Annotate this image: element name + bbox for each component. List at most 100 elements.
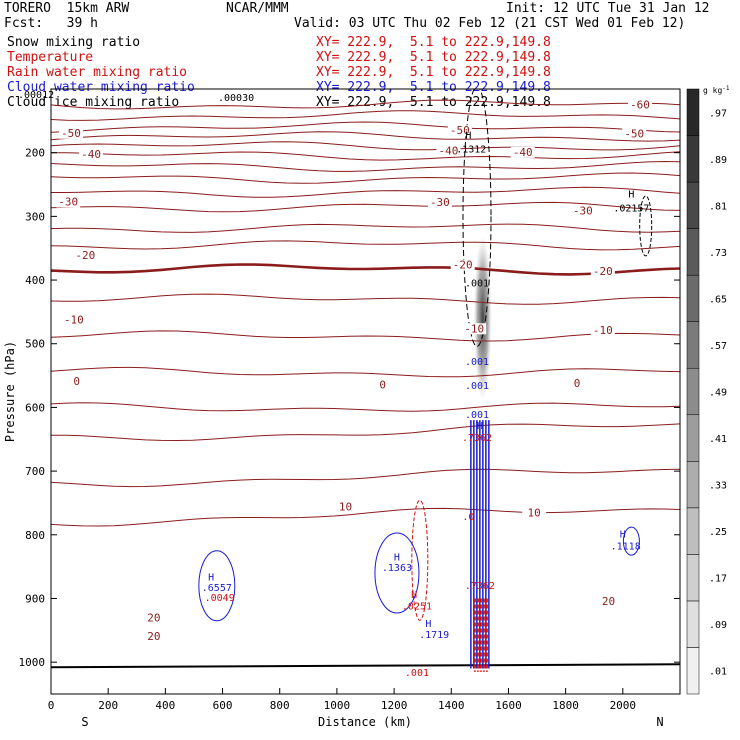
isotherm-line <box>51 201 680 213</box>
colorbar-swatch <box>686 274 700 322</box>
colorbar-swatch <box>686 414 700 462</box>
isotherm-label: -20 <box>453 259 473 272</box>
rain-contour <box>411 499 429 621</box>
colorbar-swatch <box>686 461 700 509</box>
field-cloudwater-xy: XY= 222.9, 5.1 to 222.9,149.8 <box>316 80 551 95</box>
colorbar-level-label: .17 <box>709 574 727 585</box>
maximum-label: .001 <box>465 357 489 368</box>
maximum-label: H <box>394 552 400 563</box>
isotherm-line <box>51 240 680 251</box>
isotherm-label-bg <box>462 323 487 335</box>
isotherm-label: -30 <box>573 204 593 217</box>
cloud-water-contour <box>622 526 640 556</box>
y-tick-label: 300 <box>25 210 45 223</box>
colorbar-level-label: .57 <box>709 341 727 352</box>
maximum-label: .001 <box>405 668 429 679</box>
x-tick-label: 2000 <box>610 699 637 712</box>
valid-time: Valid: 03 UTC Thu 02 Feb 12 (21 CST Wed … <box>294 16 686 31</box>
isotherm-line <box>51 99 680 110</box>
maximum-label: .1312 <box>456 145 486 156</box>
isotherm-label-bg <box>565 378 590 390</box>
overlap-label-2: .00030 <box>218 93 255 104</box>
isotherm-label: -50 <box>624 127 644 140</box>
isotherm-line <box>51 186 680 198</box>
maximum-label: H <box>620 529 626 540</box>
maximum-label: .0 <box>462 512 474 523</box>
isotherm-line <box>51 402 680 412</box>
cloud-water-contour <box>374 532 420 614</box>
x-tick-label: 1800 <box>552 699 579 712</box>
isotherm-label: -50 <box>61 127 81 140</box>
colorbar-swatch <box>686 367 700 416</box>
colorbar-swatch <box>686 647 700 695</box>
isotherm-line <box>51 110 680 121</box>
cloud-water-contour <box>198 550 236 622</box>
isotherm-line <box>51 263 680 276</box>
isotherm-label-bg <box>61 314 86 326</box>
colorbar-level-label: .49 <box>709 388 727 399</box>
isotherm-label: 10 <box>339 501 352 514</box>
colorbar-unit-exponent: -1 <box>722 85 730 92</box>
isotherm-line <box>51 172 680 184</box>
isotherm-label: -40 <box>438 145 458 158</box>
y-tick-label: 1000 <box>19 656 46 669</box>
field-rain-name: Rain water mixing ratio <box>7 65 188 80</box>
isotherm-label: 10 <box>528 506 541 519</box>
isotherm-line <box>51 330 680 342</box>
x-axis-title: Distance (km) <box>318 715 412 729</box>
isotherm-label: 20 <box>602 595 615 608</box>
isotherm-label: 20 <box>147 630 160 643</box>
cloud-ice-contour <box>462 89 492 347</box>
isotherm-line <box>51 223 680 233</box>
colorbar-swatch <box>686 88 700 136</box>
isotherm-label: -60 <box>630 99 650 112</box>
colorbar-swatch <box>686 507 700 555</box>
maximum-label: .1363 <box>382 563 412 574</box>
x-tick-label: 1400 <box>438 699 465 712</box>
isotherm-label: -20 <box>75 249 95 262</box>
isotherm-line <box>51 121 680 133</box>
isotherm-label: -50 <box>450 124 470 137</box>
colorbar-swatch <box>686 181 700 229</box>
maximum-label: H <box>208 573 214 584</box>
field-snow-xy: XY= 222.9, 5.1 to 222.9,149.8 <box>316 35 551 50</box>
maximum-label: H <box>477 421 483 432</box>
x-tick-label: 400 <box>155 699 175 712</box>
field-temperature-name: Temperature <box>7 50 94 65</box>
isotherm-label-bg <box>141 630 166 642</box>
maximum-label: .1719 <box>419 630 449 641</box>
x-tick-label: 1600 <box>495 699 522 712</box>
colorbar-swatch <box>686 135 700 183</box>
isotherm-line <box>51 131 680 142</box>
colorbar-level-label: .65 <box>709 294 727 305</box>
maximum-label: .001 <box>465 410 489 421</box>
y-tick-label: 800 <box>25 529 45 542</box>
x-tick-label: 200 <box>98 699 118 712</box>
x-tick-label: 1000 <box>324 699 351 712</box>
colorbar-level-label: .09 <box>709 620 727 631</box>
field-snow-name: Snow mixing ratio <box>7 35 141 50</box>
x-end-label-right: N <box>656 715 663 729</box>
field-cloudice-name: Cloud ice mixing ratio <box>7 95 180 110</box>
isotherm-label-bg <box>590 265 615 277</box>
surface-line <box>51 663 680 669</box>
snow-shading <box>473 235 492 402</box>
maximum-label: .001 <box>465 278 489 289</box>
isotherm-label-bg <box>596 595 621 607</box>
y-tick-label: 700 <box>25 465 45 478</box>
field-cloudwater-name: Cloud water mixing ratio <box>7 80 195 95</box>
isotherm-label: 20 <box>147 611 160 624</box>
isotherm-label-bg <box>73 250 98 262</box>
maximum-label: H <box>465 131 471 142</box>
colorbar-level-label: .33 <box>709 481 727 492</box>
maximum-label: .6557 <box>202 583 232 594</box>
isotherm-line <box>51 468 680 488</box>
isotherm-label-bg <box>627 99 652 111</box>
isotherm-label-bg <box>436 145 461 157</box>
colorbar-level-label: .81 <box>709 201 727 212</box>
isotherm-label-bg <box>590 325 615 337</box>
x-tick-label: 800 <box>270 699 290 712</box>
model-title: TORERO 15km ARW <box>4 1 130 16</box>
maximum-label: .1118 <box>611 541 641 552</box>
